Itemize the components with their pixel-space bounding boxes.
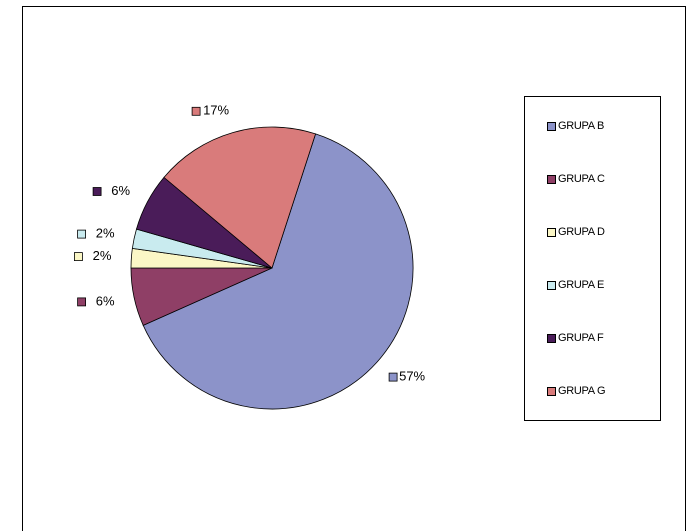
data-label-text: 6% <box>111 183 130 198</box>
legend-swatch <box>547 227 556 237</box>
pie-data-labels: 57% 6% 2% 2% 6% 17% <box>74 103 426 384</box>
legend-label: GRUPA F <box>558 332 604 344</box>
data-label-grupa-e: 2% <box>77 226 115 241</box>
legend-item-grupa-d: GRUPA D <box>547 225 605 239</box>
chart-legend: GRUPA B GRUPA C GRUPA D GRUPA E GRUPA F … <box>524 96 661 421</box>
pie-slices <box>130 126 414 410</box>
data-label-text: 6% <box>96 293 115 308</box>
data-label-swatch <box>74 252 83 262</box>
data-label-text: 57% <box>399 369 425 384</box>
data-label-swatch <box>191 106 201 116</box>
data-label-swatch <box>77 297 86 307</box>
legend-swatch <box>547 386 556 396</box>
legend-label: GRUPA D <box>558 226 605 238</box>
data-label-text: 2% <box>93 248 112 263</box>
legend-item-grupa-b: GRUPA B <box>547 119 604 133</box>
legend-swatch <box>547 280 556 290</box>
legend-swatch <box>547 121 556 131</box>
pie-slice-grupa-g <box>163 126 317 269</box>
data-label-swatch <box>388 372 398 382</box>
data-label-swatch <box>92 187 102 196</box>
legend-item-grupa-g: GRUPA G <box>547 384 606 398</box>
legend-swatch <box>547 174 556 184</box>
data-label-text: 2% <box>96 226 115 241</box>
legend-label: GRUPA G <box>558 385 606 397</box>
data-label-grupa-d: 2% <box>74 248 112 263</box>
data-label-grupa-c: 6% <box>77 293 115 308</box>
data-label-text: 17% <box>203 103 229 118</box>
legend-item-grupa-f: GRUPA F <box>547 331 604 345</box>
pie-slice-grupa-b <box>142 133 414 410</box>
legend-item-grupa-e: GRUPA E <box>547 278 604 292</box>
legend-item-grupa-c: GRUPA C <box>547 172 605 186</box>
legend-label: GRUPA E <box>558 279 604 291</box>
data-label-grupa-f: 6% <box>92 183 131 198</box>
data-label-swatch <box>77 229 86 239</box>
data-label-grupa-g: 17% <box>191 103 230 118</box>
legend-label: GRUPA B <box>558 120 604 132</box>
legend-swatch <box>547 333 556 343</box>
legend-label: GRUPA C <box>558 173 605 185</box>
data-label-grupa-b: 57% <box>388 369 426 384</box>
